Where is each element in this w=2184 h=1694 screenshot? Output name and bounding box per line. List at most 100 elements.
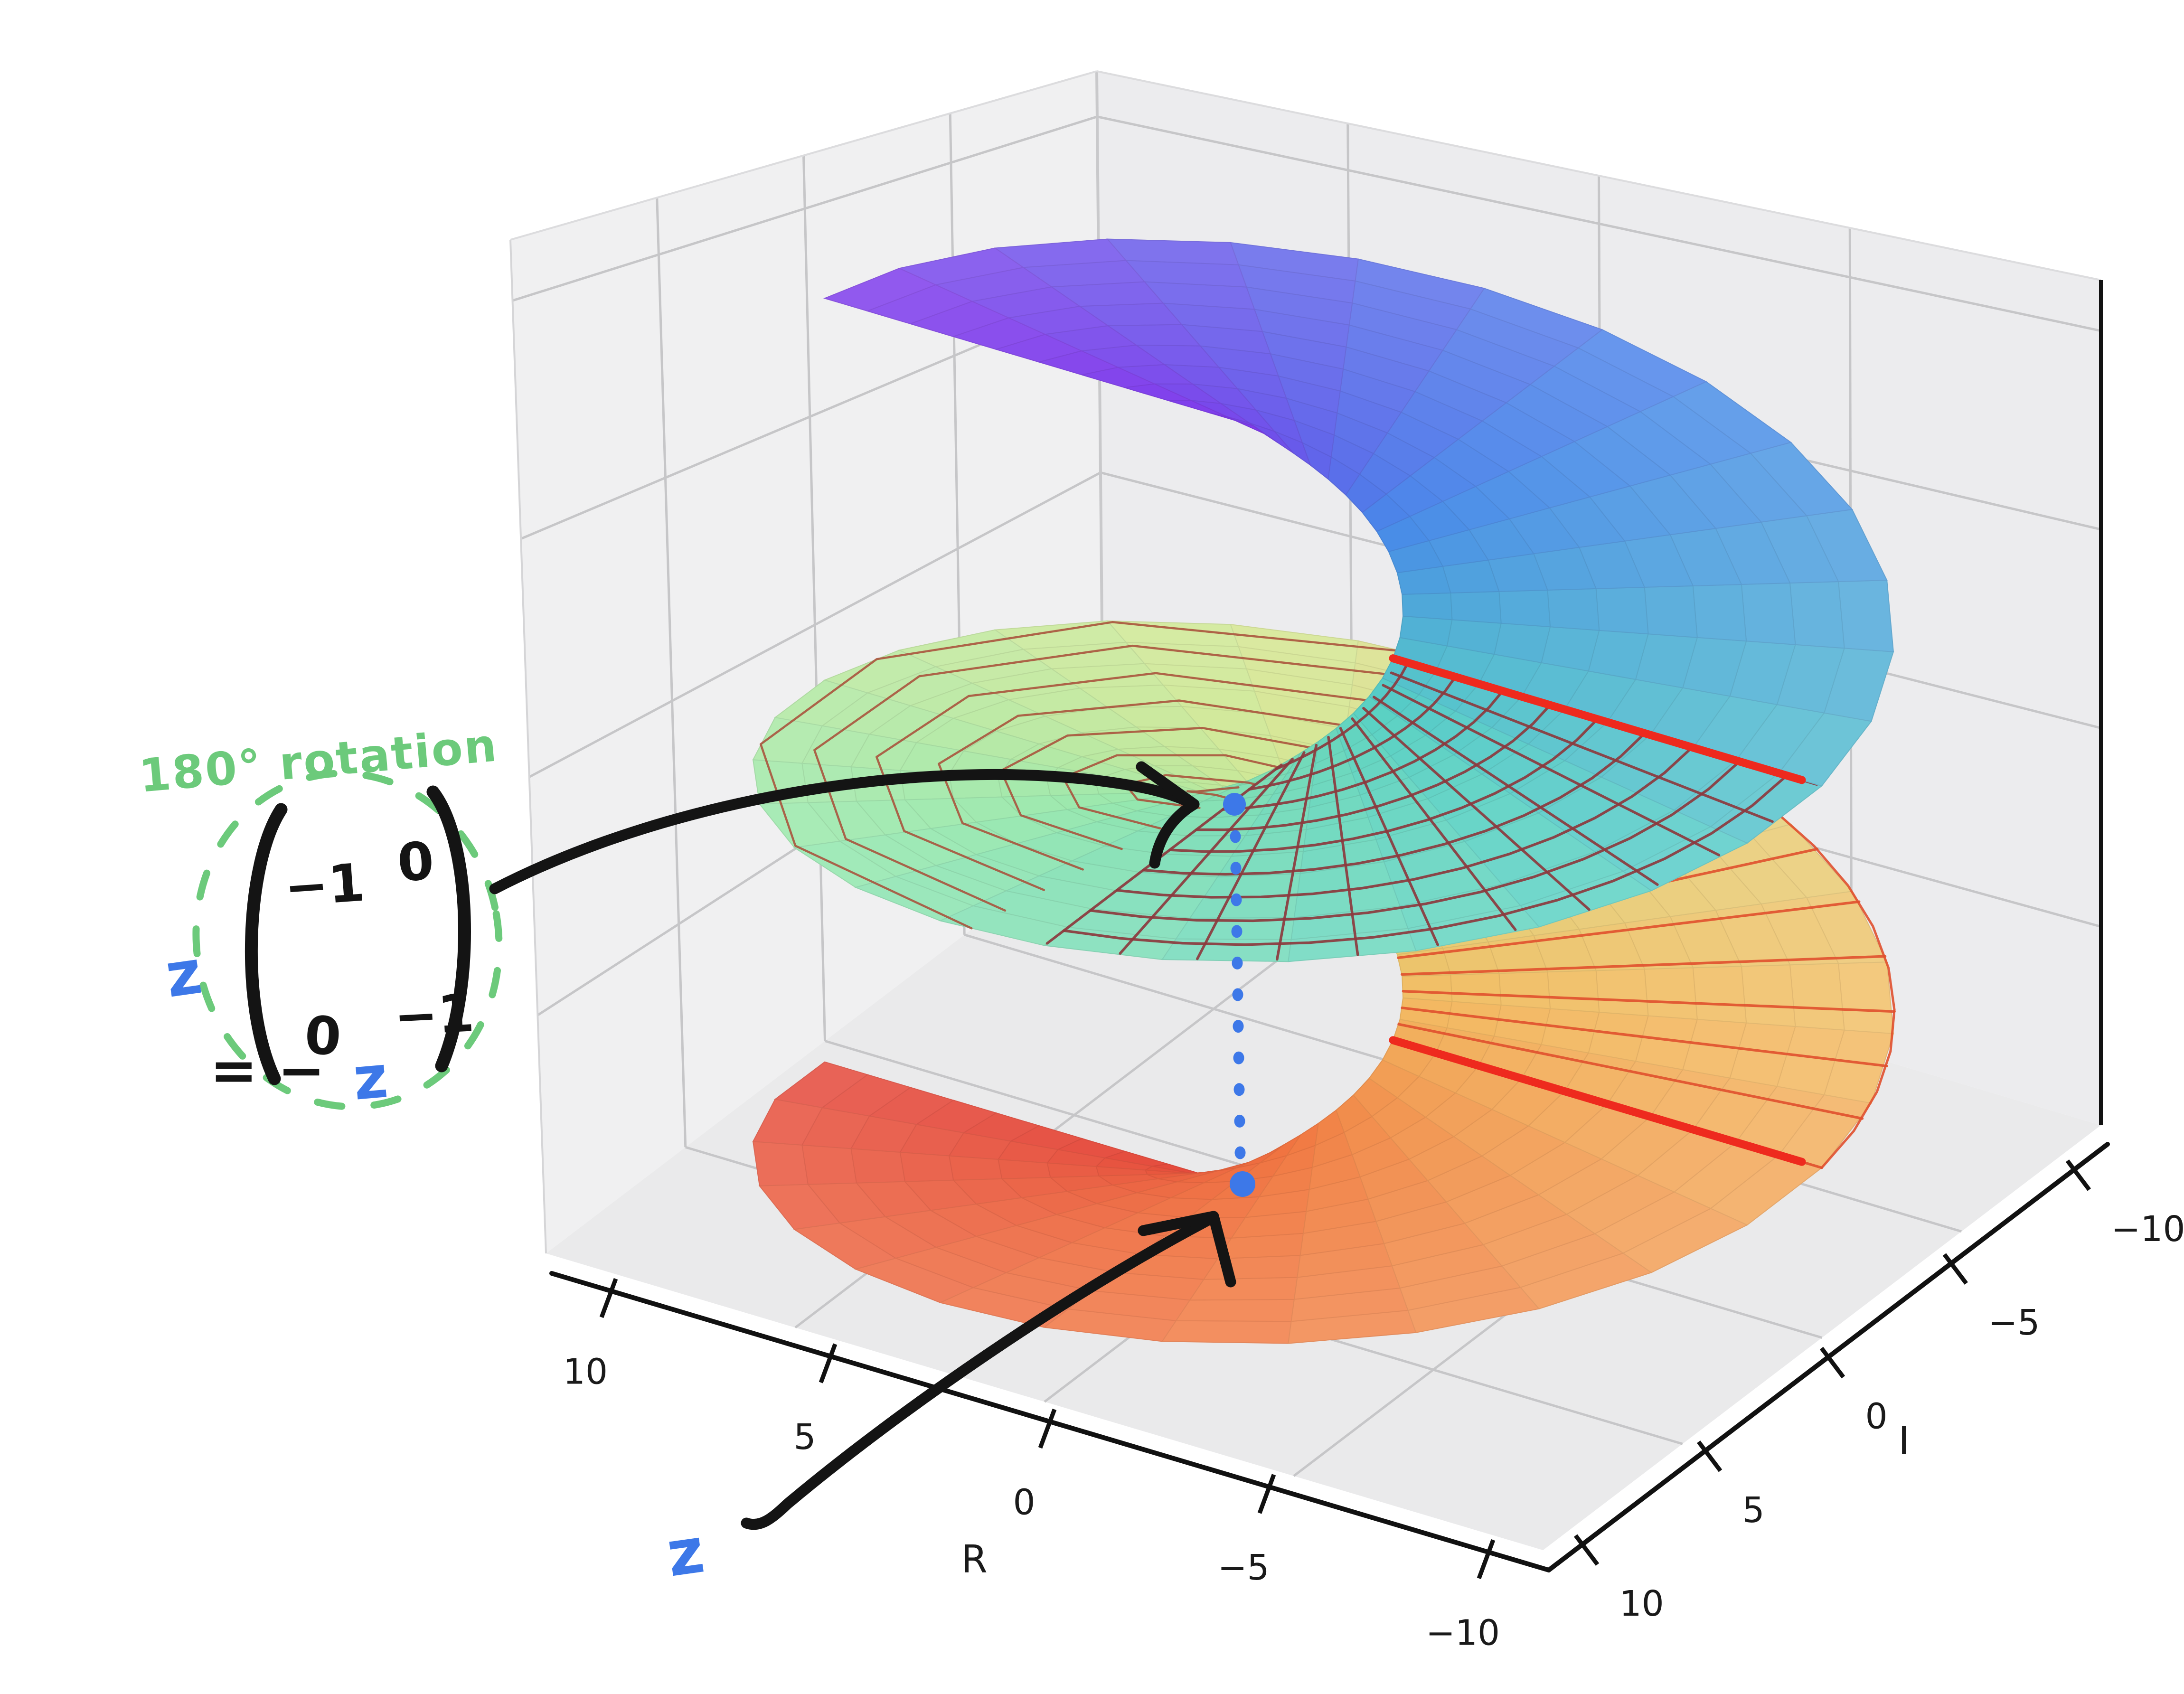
equals-z: z [350,1043,390,1114]
surface-quad [948,1155,1003,1181]
surface-quad [1838,961,1894,1035]
surface-mesh-line [1196,751,1306,960]
surface-mesh-line [1400,955,1887,976]
branch-cut-line [1389,654,1806,784]
r-axis-tick-label: −10 [1426,1613,1500,1654]
wall-grid-line [528,471,1101,778]
rotation-arrow [489,769,1196,894]
surface-mesh-line [1390,671,1774,823]
surface-quad [1189,1277,1298,1301]
surface-mesh-line [1372,696,1659,886]
i-axis-tick [1574,1534,1600,1566]
point-minus-z-dot [1223,793,1246,816]
r-axis-tick [599,1278,618,1318]
matrix-entry-11: −1 [393,982,476,1047]
surface-quad [1498,971,1551,1009]
r-axis-tick-label: 0 [1013,1482,1035,1523]
surface-quad [1741,964,1796,1027]
surface-mesh-line [1362,706,1591,911]
z-arrowhead [1138,1211,1236,1288]
surface-quad [998,1158,1051,1179]
i-axis-tick-label: −5 [1988,1302,2040,1343]
surface-quad [1498,589,1551,628]
r-axis-name: R [961,1537,988,1581]
surface-mesh-line [1339,727,1439,946]
r-axis-tick [819,1343,838,1383]
surface-quad [1692,966,1747,1024]
i-axis-tick [1942,1253,1968,1285]
dotted-connector-dot [1232,988,1243,1001]
surface-quad [1541,626,1600,672]
surface-mesh-line [1401,1007,1888,1068]
surface-mesh-line [1397,900,1861,960]
surface-mesh-line [1351,717,1517,931]
surface-quad [752,1141,809,1186]
i-axis-tick [2065,1159,2091,1191]
surface-quad [1402,592,1453,621]
r-axis-tick [1477,1539,1496,1580]
surface-quad [801,1144,857,1185]
surface-mesh-line [1168,718,1599,853]
surface-quad [1450,973,1502,1006]
surface-quad [1210,413,1264,434]
surface-mesh-line [1119,758,1294,955]
matrix-left-paren [245,803,288,1085]
equals-minus: = − [210,1038,325,1104]
surface-quad [1547,970,1600,1013]
point-z-dot [1230,1171,1255,1197]
surface-quad [1789,581,1845,649]
dotted-connector-dot [1231,925,1243,938]
r-axis-tick-label: 10 [563,1352,608,1393]
matrix-entry-01: 0 [395,830,436,894]
wall-top-edge [510,70,1097,241]
rotation-annotation: 180° rotation [137,718,500,803]
i-axis-tick-label: 0 [1865,1396,1888,1437]
surface-mesh-line [1115,746,1694,899]
surface-quad [1595,969,1649,1016]
helicoid-surface [752,238,1896,1344]
dotted-connector-dot [1233,1020,1244,1033]
surface-quad [1644,585,1698,638]
r-axis-tick [1257,1474,1276,1514]
matrix-entry-10: 0 [303,1005,343,1067]
surface-quad [1838,579,1894,652]
surface-mesh-line [1276,743,1318,961]
z-arrow [741,1213,1217,1530]
surface-quad [1402,974,1453,1002]
surface-mesh-line [1382,684,1721,856]
surface-mesh-line [1397,1023,1864,1120]
dotted-connector-dot [1230,830,1241,843]
surface-quad [1692,583,1747,642]
point-z-label: z [662,1514,709,1591]
dotted-connector-dot [1234,1146,1246,1159]
dotted-connector-dot [1232,956,1243,969]
wall-grid-line [1097,115,2101,332]
surface-quad [1741,582,1796,645]
surface-mesh-line [1248,675,1457,791]
surface-quad [1175,1299,1295,1322]
i-axis-tick-label: −10 [2111,1209,2184,1250]
wall-grid-line [512,115,1098,302]
hand-drawn-marks [192,761,1255,1530]
i-axis-tick [1697,1440,1723,1472]
i-axis-tick [1819,1346,1845,1379]
i-axis-tick-label: 10 [1619,1583,1664,1624]
dotted-connector-dot [1234,1114,1245,1128]
dashed-circle-annotation [192,770,503,1111]
surface-mesh-line [1327,735,1359,956]
left-wall-edge [509,239,547,1254]
surface-quad [1644,967,1698,1020]
i-axis-tick-label: 5 [1742,1490,1765,1531]
surface-mesh-line [1062,774,1789,946]
surface-mesh-line [1195,704,1552,831]
r-axis-tick-label: −5 [1217,1547,1269,1588]
surface-quad [1789,963,1845,1031]
matrix-entry-00: −1 [282,852,367,918]
matrix-right-paren [426,785,471,1073]
surface-quad [1547,588,1600,631]
r-axis-tick [1038,1408,1057,1449]
surface-mesh-line [1402,989,1896,1013]
surface-mesh-line [1274,661,1410,771]
surface-quad [850,1148,906,1184]
i-axis-name: I [1898,1419,1910,1463]
